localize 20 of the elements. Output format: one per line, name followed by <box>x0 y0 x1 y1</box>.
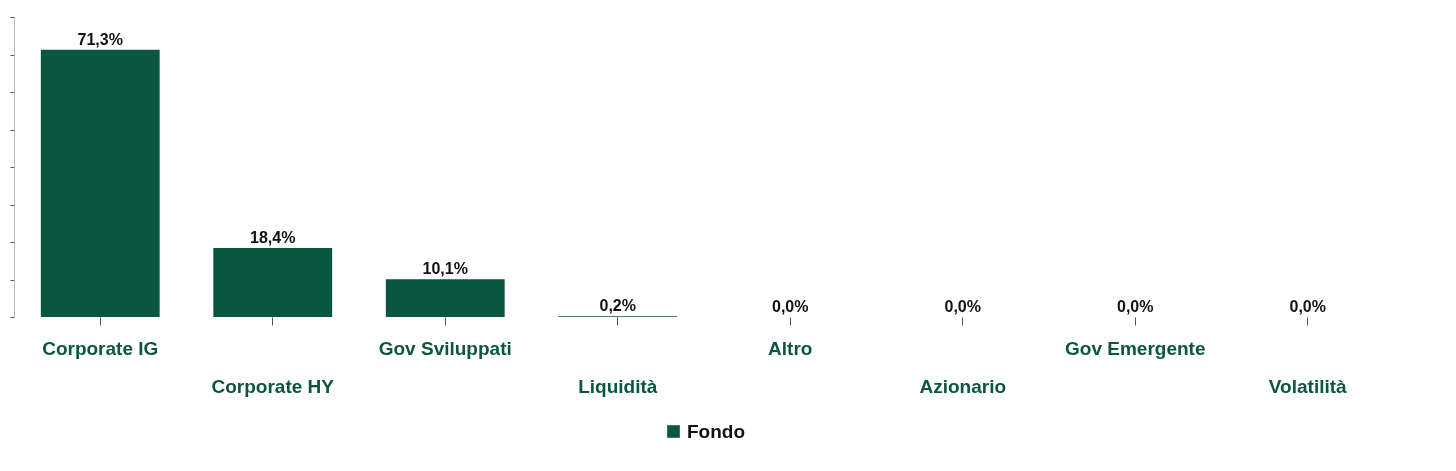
bar <box>40 49 160 317</box>
data-label: 18,4% <box>250 229 296 246</box>
data-label: 0,0% <box>1289 298 1326 315</box>
data-label: 0,0% <box>772 298 809 315</box>
x-tick-label: Liquidità <box>578 375 658 397</box>
x-tick-label: Corporate HY <box>211 375 335 397</box>
x-tick-label: Corporate IG <box>42 337 159 359</box>
data-label: 10,1% <box>422 260 468 278</box>
x-tick-label: Altro <box>768 337 813 359</box>
bar <box>213 248 333 317</box>
bar <box>385 279 505 317</box>
data-label: 0,0% <box>944 298 981 315</box>
data-label: 0,0% <box>1117 298 1154 315</box>
legend-label: Fondo <box>687 420 746 442</box>
x-tick-label: Gov Emergente <box>1065 337 1206 359</box>
x-tick-label: Azionario <box>919 375 1007 397</box>
x-tick-label: Volatilità <box>1268 375 1348 397</box>
x-tick-label: Gov Sviluppati <box>378 337 512 359</box>
data-label: 0,2% <box>599 297 636 315</box>
data-label: 71,3% <box>77 30 123 48</box>
